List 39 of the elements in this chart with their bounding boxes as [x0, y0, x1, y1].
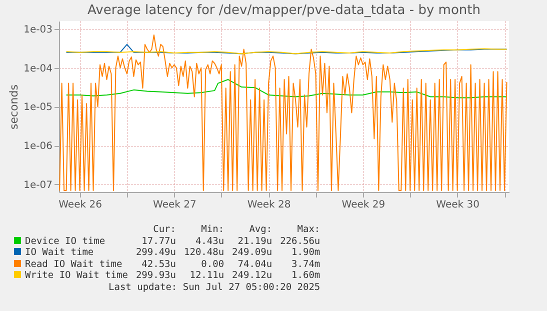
y-tick-label: 1e-05 — [24, 102, 52, 114]
text: 1.60m — [290, 270, 322, 282]
text: Max: — [296, 224, 322, 236]
text: 249.09u — [231, 247, 274, 258]
text: 21.19u — [236, 236, 274, 247]
chart-title: Average latency for /dev/mapper/pve-data_tdata - by month — [88, 3, 480, 18]
x-tick-label: Week 26 — [58, 200, 102, 210]
x-tick-label: Week 30 — [436, 200, 480, 210]
x-tick-label: Week 27 — [153, 200, 196, 210]
line-series — [66, 79, 508, 98]
y-tick-label: 1e-06 — [24, 141, 52, 152]
text: 226.56u — [279, 236, 322, 247]
text: 17.77u — [140, 236, 177, 247]
text: 3.74m — [290, 258, 322, 270]
text: 42.53u — [140, 258, 177, 270]
text: 1.90m — [290, 247, 322, 258]
y-tick-label: 1e-07 — [24, 180, 52, 191]
y-tick-label: 1e-04 — [24, 63, 52, 74]
y-tick-label: 1e-03 — [24, 24, 52, 36]
line-series — [59, 34, 508, 191]
text: 0.00 — [200, 258, 226, 270]
text: 299.93u — [134, 270, 177, 282]
text: 74.04u — [236, 258, 274, 270]
text: 249.12u — [231, 270, 274, 282]
text: Last update: Sun Jul 27 05:00:20 2025 — [108, 282, 322, 293]
text: 4.43u — [194, 236, 226, 247]
x-tick-label: Week 28 — [247, 200, 291, 210]
y-axis-title: seconds — [8, 84, 21, 130]
legend-label: Read IO Wait time — [24, 258, 124, 270]
text: Avg: — [248, 224, 274, 236]
x-tick-label: Week 29 — [342, 200, 386, 210]
legend-label: Write IO Wait time — [24, 270, 129, 282]
text: 120.48u — [183, 247, 226, 258]
legend-label: IO Wait time — [24, 247, 95, 258]
legend-label: Device IO time — [24, 236, 106, 247]
text: Min: — [200, 224, 226, 236]
text: Cur: — [152, 224, 177, 236]
text: 12.11u — [188, 270, 226, 282]
text: 299.49u — [134, 247, 177, 258]
